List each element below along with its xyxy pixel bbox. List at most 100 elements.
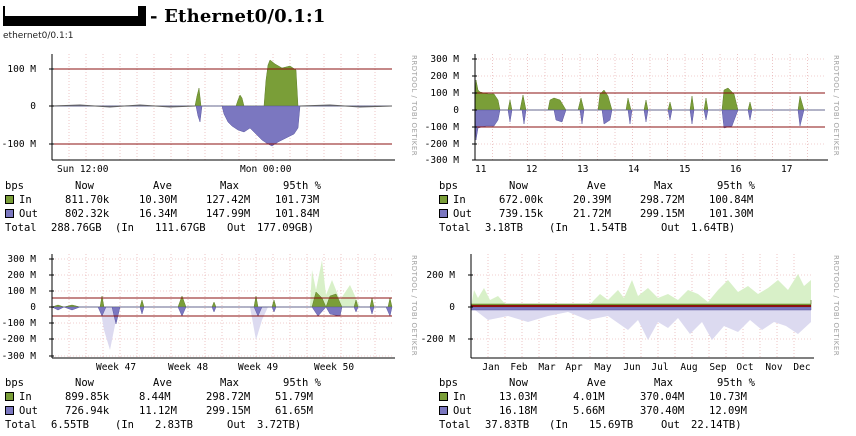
legend-header-row: bps Now Ave Max 95th % [439, 376, 849, 390]
out-traffic-area [474, 109, 825, 141]
legend-total-out-label: Out [661, 222, 680, 234]
legend-total-label: Total [5, 419, 37, 431]
legend-value-now: 672.00k [499, 194, 544, 206]
legend-swatch-in [5, 392, 14, 401]
y-tick-label: -200 M [425, 139, 460, 150]
legend-monthly: bps Now Ave Max 95th % In 899.85k 8.44M 298.72M 5… [5, 376, 425, 432]
legend-value-ave: 11.12M [139, 405, 177, 417]
legend-value-max: 147.99M [206, 208, 251, 220]
y-tick-label: -100 M [2, 139, 37, 150]
legend-series-label: Out [19, 405, 38, 417]
x-tick-label: Jul [651, 362, 668, 373]
legend-header-now: Now [509, 377, 528, 389]
legend-header-95th: 95th % [717, 377, 755, 389]
x-tick-label: 15 [679, 164, 690, 175]
legend-series-label: Out [19, 208, 38, 220]
x-tick-label: 11 [475, 164, 487, 175]
legend-swatch-in [5, 195, 14, 204]
legend-total-label: Total [439, 419, 471, 431]
legend-unit: bps [439, 180, 458, 192]
interface-subtitle: ethernet0/0.1:1 [3, 31, 74, 41]
legend-total-out-label: Out [661, 419, 680, 431]
legend-header-95th: 95th % [717, 180, 755, 192]
legend-value-now: 13.03M [499, 391, 537, 403]
graph-weekly-canvas: 300 M 200 M 100 M 0 -100 M -200 M -300 M 11 12 1… [425, 54, 840, 175]
y-tick-label: 200 M [430, 71, 459, 82]
x-tick-label: Mon 00:00 [240, 164, 292, 175]
legend-value-ave: 5.66M [573, 405, 605, 417]
legend-total-out-label: Out [227, 419, 246, 431]
legend-swatch-in [439, 392, 448, 401]
y-tick-label: 0 [449, 302, 455, 313]
graph-monthly-canvas: 300 M 200 M 100 M 0 -100 M -200 M -300 M Week … [2, 254, 418, 373]
y-tick-label: 300 M [7, 254, 36, 265]
legend-swatch-in [439, 195, 448, 204]
legend-swatch-out [5, 406, 14, 415]
legend-header-ave: Ave [153, 180, 172, 192]
legend-series-label: Out [453, 208, 472, 220]
legend-header-now: Now [509, 180, 528, 192]
legend-value-now: 726.94k [65, 405, 110, 417]
graph-yearly-canvas: 200 M 0 -200 M Jan Feb Mar Apr May Jun Jul Aug Sep… [421, 254, 840, 373]
legend-header-now: Now [75, 180, 94, 192]
in-max-shadow [471, 274, 811, 307]
y-tick-label: 0 [453, 105, 459, 116]
legend-header-max: Max [220, 180, 239, 192]
legend-header-95th: 95th % [283, 180, 321, 192]
graph-daily-canvas: 100 M 0 -100 M Sun 12:00 Mon 00:00 RRDTOOL … [2, 54, 418, 175]
legend-row-out: Out 802.32k 16.34M 147.99M 101.84M [5, 207, 425, 221]
x-tick-label: 17 [781, 164, 792, 175]
x-tick-label: Aug [680, 362, 697, 373]
out-max-shadow [471, 307, 811, 340]
y-tick-label: -200 M [421, 334, 456, 345]
x-tick-label: Dec [793, 362, 810, 373]
legend-header-max: Max [654, 377, 673, 389]
legend-total-row: Total 37.83TB (In 15.69TB Out 22.14TB) [439, 418, 849, 432]
legend-total-in-label: (In [115, 419, 134, 431]
legend-yearly: bps Now Ave Max 95th % In 13.03M 4.01M 370.04M 10… [439, 376, 849, 432]
legend-total-value: 288.76GB [51, 222, 102, 234]
y-tick-label: -300 M [2, 351, 37, 362]
y-tick-label: -200 M [2, 334, 37, 345]
legend-header-95th: 95th % [283, 377, 321, 389]
x-tick-label: May [594, 362, 611, 373]
legend-total-label: Total [439, 222, 471, 234]
x-tick-label: Feb [510, 362, 527, 373]
legend-total-row: Total 3.18TB (In 1.54TB Out 1.64TB) [439, 221, 849, 235]
legend-value-max: 127.42M [206, 194, 251, 206]
legend-header-max: Max [654, 180, 673, 192]
legend-series-label: Out [453, 405, 472, 417]
legend-value-95th: 100.84M [709, 194, 754, 206]
y-tick-label: 200 M [426, 270, 455, 281]
y-tick-label: 300 M [430, 54, 459, 65]
y-tick-label: 0 [30, 101, 36, 112]
legend-value-95th: 101.30M [709, 208, 754, 220]
x-tick-label: Sun 12:00 [57, 164, 109, 175]
graph-yearly: 200 M 0 -200 M Jan Feb Mar Apr May Jun Jul Aug Sep… [421, 250, 856, 375]
legend-value-now: 739.15k [499, 208, 544, 220]
legend-total-row: Total 6.55TB (In 2.83TB Out 3.72TB) [5, 418, 425, 432]
legend-swatch-out [5, 209, 14, 218]
legend-total-in: 2.83TB [155, 419, 193, 431]
y-tick-label: 200 M [7, 270, 36, 281]
x-tick-label: 12 [526, 164, 537, 175]
legend-row-out: Out 16.18M 5.66M 370.40M 12.09M [439, 404, 849, 418]
x-tick-label: Nov [765, 362, 782, 373]
legend-header-row: bps Now Ave Max 95th % [5, 179, 425, 193]
y-tick-label: -100 M [2, 318, 37, 329]
legend-unit: bps [439, 377, 458, 389]
legend-unit: bps [5, 377, 24, 389]
legend-value-ave: 10.30M [139, 194, 177, 206]
legend-total-in: 1.54TB [589, 222, 627, 234]
plot-area [475, 54, 825, 160]
legend-value-95th: 51.79M [275, 391, 313, 403]
page-title: - Ethernet0/0.1:1 [150, 5, 326, 27]
legend-total-in: 111.67GB [155, 222, 206, 234]
legend-value-95th: 101.73M [275, 194, 320, 206]
x-tick-label: Sep [709, 362, 726, 373]
legend-daily: bps Now Ave Max 95th % In 811.70k 10.30M 127.42M… [5, 179, 425, 235]
legend-unit: bps [5, 180, 24, 192]
legend-value-95th: 61.65M [275, 405, 313, 417]
y-tick-label: 100 M [7, 286, 36, 297]
legend-value-ave: 20.39M [573, 194, 611, 206]
